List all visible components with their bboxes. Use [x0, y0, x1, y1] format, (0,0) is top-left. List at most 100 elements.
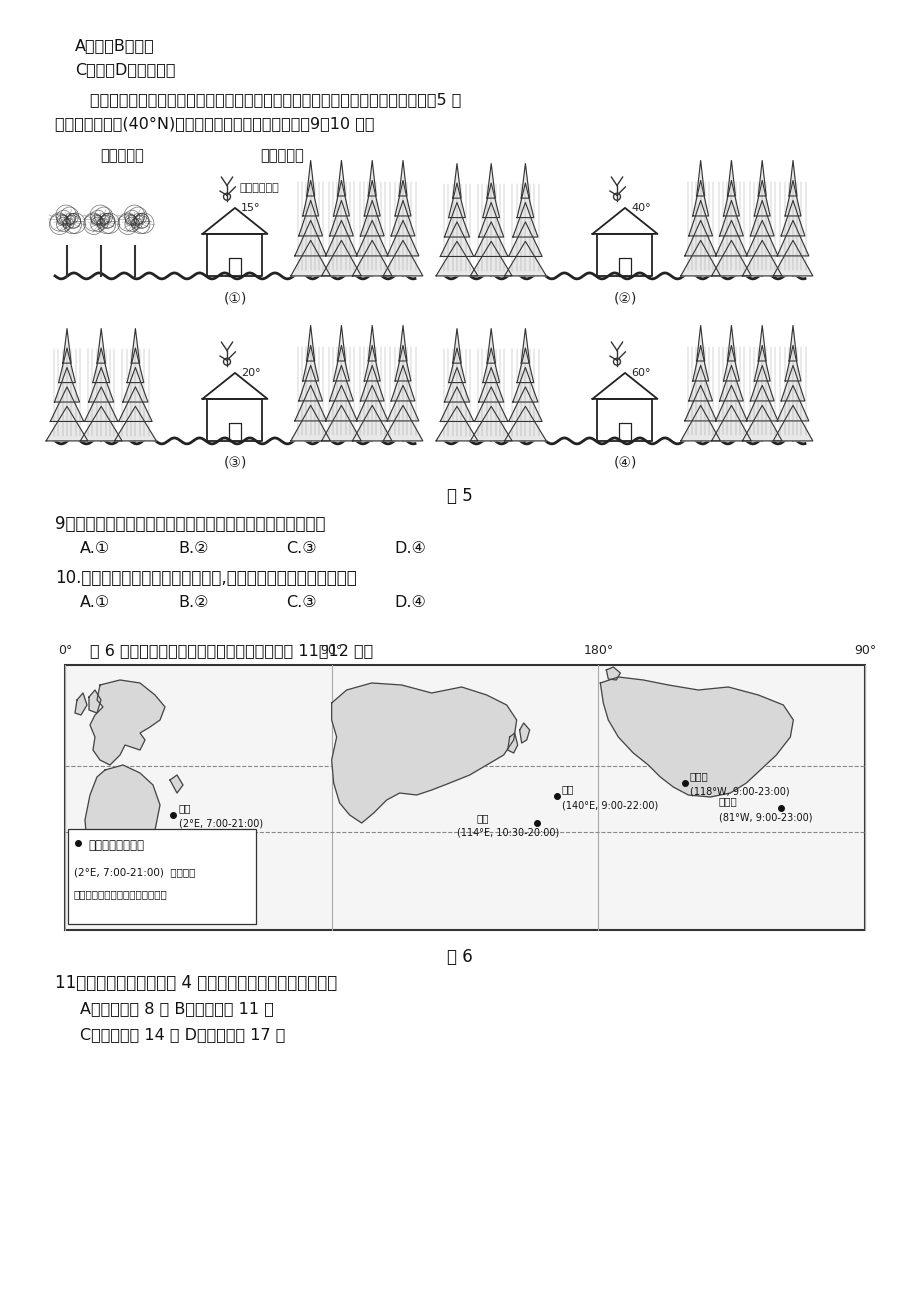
Text: 15°: 15° — [241, 203, 260, 214]
Polygon shape — [337, 326, 345, 361]
Text: 10.为保证冬季太阳能最佳利用效果,图中热水器安装角度合理的是: 10.为保证冬季太阳能最佳利用效果,图中热水器安装角度合理的是 — [55, 569, 357, 587]
Polygon shape — [470, 406, 512, 441]
Text: 华北某低碳社区(40°N)住宅景观设计示意图。读图回答9～10 题。: 华北某低碳社区(40°N)住宅景观设计示意图。读图回答9～10 题。 — [55, 116, 374, 132]
Polygon shape — [474, 387, 507, 422]
Polygon shape — [356, 385, 388, 421]
Text: 11．下列时间点中至少有 4 个城市该主题公园都在开放的是: 11．下列时间点中至少有 4 个城市该主题公园都在开放的是 — [55, 974, 337, 992]
Polygon shape — [436, 241, 477, 276]
Text: (2°E, 7:00-21:00)  城市经度: (2°E, 7:00-21:00) 城市经度 — [74, 867, 195, 878]
Text: B.②: B.② — [177, 542, 209, 556]
Polygon shape — [711, 405, 751, 441]
Polygon shape — [742, 405, 781, 441]
Text: 及主题公园开放时间（当地时间）: 及主题公园开放时间（当地时间） — [74, 889, 167, 900]
Polygon shape — [512, 367, 538, 402]
Polygon shape — [394, 181, 411, 216]
Text: 东京: 东京 — [562, 784, 573, 794]
Polygon shape — [754, 181, 769, 216]
Polygon shape — [680, 405, 720, 441]
Text: D.④: D.④ — [393, 542, 425, 556]
Text: 20°: 20° — [241, 368, 260, 378]
Polygon shape — [692, 181, 708, 216]
Polygon shape — [507, 733, 517, 753]
Polygon shape — [486, 164, 494, 198]
Polygon shape — [742, 241, 781, 276]
Polygon shape — [96, 328, 106, 363]
Polygon shape — [692, 345, 708, 381]
Polygon shape — [337, 160, 345, 197]
Polygon shape — [299, 366, 323, 401]
Bar — [68, 829, 255, 924]
Polygon shape — [444, 202, 469, 237]
Polygon shape — [470, 241, 512, 276]
Polygon shape — [474, 221, 507, 256]
Text: 图 6: 图 6 — [447, 948, 472, 966]
Text: 香港: 香港 — [476, 812, 489, 823]
Text: B.②: B.② — [177, 595, 209, 611]
Polygon shape — [521, 164, 529, 198]
Text: 太阳能热水器: 太阳能热水器 — [240, 182, 279, 193]
Text: 180°: 180° — [583, 644, 613, 658]
Bar — [65, 665, 864, 930]
Polygon shape — [719, 366, 743, 401]
Polygon shape — [334, 345, 349, 381]
Text: 落叶阔叶树: 落叶阔叶树 — [100, 148, 143, 163]
Text: (2°E, 7:00-21:00): (2°E, 7:00-21:00) — [179, 819, 263, 829]
Polygon shape — [88, 367, 114, 402]
Polygon shape — [715, 220, 746, 256]
Polygon shape — [772, 241, 811, 276]
Polygon shape — [329, 201, 353, 236]
Polygon shape — [750, 366, 773, 401]
Text: (81°W, 9:00-23:00): (81°W, 9:00-23:00) — [719, 812, 811, 822]
Polygon shape — [290, 405, 330, 441]
Polygon shape — [127, 348, 143, 383]
Polygon shape — [757, 326, 766, 361]
Polygon shape — [452, 328, 460, 363]
Text: (③): (③) — [223, 456, 246, 470]
Text: 9．仅考虑阳光与风两种因素，树种与房屋组合最好的设计是: 9．仅考虑阳光与风两种因素，树种与房屋组合最好的设计是 — [55, 516, 325, 533]
Text: (①): (①) — [223, 292, 246, 305]
Text: (140°E, 9:00-22:00): (140°E, 9:00-22:00) — [562, 801, 657, 810]
Polygon shape — [170, 775, 183, 793]
Polygon shape — [85, 766, 160, 891]
Polygon shape — [294, 385, 326, 421]
Polygon shape — [478, 202, 504, 237]
Polygon shape — [85, 387, 118, 422]
Text: 住宅的环境设计特别关注树种的选择与布局，不同树种对光照与风有不同影响。图5 为: 住宅的环境设计特别关注树种的选择与布局，不同树种对光照与风有不同影响。图5 为 — [90, 92, 460, 107]
Text: A．北京时间 8 点 B．北京时间 11 点: A．北京时间 8 点 B．北京时间 11 点 — [80, 1001, 274, 1016]
Polygon shape — [90, 680, 165, 766]
Polygon shape — [322, 405, 361, 441]
Polygon shape — [356, 220, 388, 256]
Text: (④): (④) — [613, 456, 636, 470]
Polygon shape — [80, 406, 122, 441]
Polygon shape — [436, 406, 477, 441]
Polygon shape — [750, 201, 773, 236]
Polygon shape — [727, 326, 734, 361]
Polygon shape — [784, 345, 800, 381]
Polygon shape — [772, 405, 811, 441]
Polygon shape — [59, 348, 75, 383]
Polygon shape — [75, 693, 87, 715]
Polygon shape — [383, 405, 423, 441]
Polygon shape — [745, 220, 777, 256]
Polygon shape — [784, 181, 800, 216]
Polygon shape — [745, 385, 777, 421]
Polygon shape — [302, 181, 318, 216]
Polygon shape — [360, 366, 384, 401]
Polygon shape — [325, 220, 357, 256]
Polygon shape — [688, 201, 711, 236]
Polygon shape — [606, 667, 619, 680]
Polygon shape — [684, 220, 716, 256]
Text: 主题公园所在城市: 主题公园所在城市 — [88, 840, 144, 853]
Text: A.①: A.① — [80, 595, 110, 611]
Polygon shape — [360, 201, 384, 236]
Polygon shape — [51, 387, 84, 422]
Polygon shape — [508, 221, 541, 256]
Text: 40°: 40° — [630, 203, 650, 214]
Polygon shape — [504, 406, 546, 441]
Polygon shape — [696, 326, 704, 361]
Polygon shape — [306, 326, 314, 361]
Text: C．蒸腾D．地下径流: C．蒸腾D．地下径流 — [75, 62, 176, 77]
Polygon shape — [719, 201, 743, 236]
Polygon shape — [46, 406, 88, 441]
Polygon shape — [696, 160, 704, 197]
